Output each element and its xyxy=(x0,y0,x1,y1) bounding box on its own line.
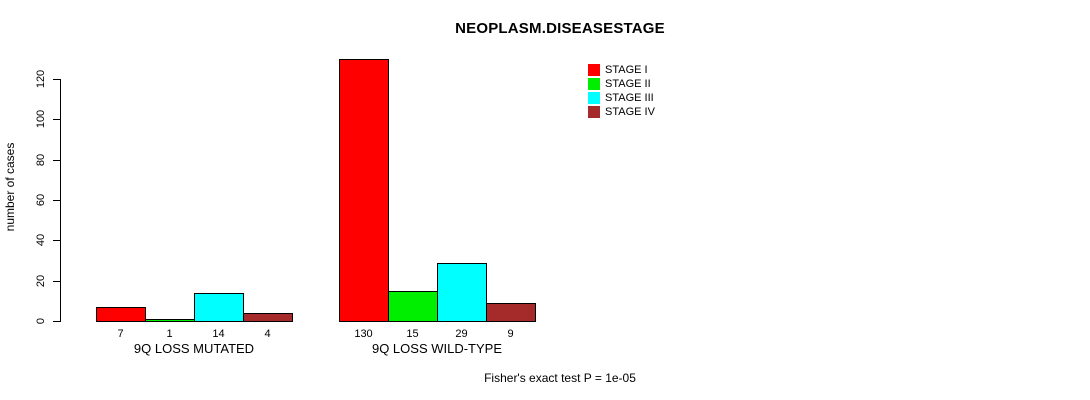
legend-label: STAGE I xyxy=(605,63,648,76)
legend-item-stage-iii: STAGE III xyxy=(588,91,655,104)
legend-swatch-stage-iv xyxy=(588,105,600,118)
y-tick-mark xyxy=(53,200,60,201)
bar-stage-i-9q-loss-wild-type xyxy=(339,59,389,322)
legend-swatch-stage-iii xyxy=(588,91,600,104)
legend-label: STAGE III xyxy=(605,91,654,104)
chart-title: NEOPLASM.DISEASESTAGE xyxy=(455,20,665,37)
y-tick-label: 20 xyxy=(35,274,47,288)
bar-value-label: 7 xyxy=(117,328,124,340)
legend-item-stage-iv: STAGE IV xyxy=(588,105,655,118)
legend-label: STAGE IV xyxy=(605,105,655,118)
bar-value-label: 1 xyxy=(166,328,173,340)
bar-stage-i-9q-loss-mutated xyxy=(96,307,146,322)
bar-stage-ii-9q-loss-mutated xyxy=(145,319,195,322)
x-category-label-9q-loss-wild-type: 9Q LOSS WILD-TYPE xyxy=(371,341,503,356)
legend-item-stage-i: STAGE I xyxy=(588,63,655,76)
y-tick-mark xyxy=(53,240,60,241)
bar-value-label: 4 xyxy=(264,328,271,340)
legend: STAGE I STAGE II STAGE III STAGE IV xyxy=(588,63,655,119)
bar-value-label: 29 xyxy=(455,328,468,340)
y-tick-mark xyxy=(53,79,60,80)
legend-item-stage-ii: STAGE II xyxy=(588,77,655,90)
bar-stage-iv-9q-loss-mutated xyxy=(243,313,293,322)
bar-stage-iv-9q-loss-wild-type xyxy=(486,303,536,322)
bar-stage-ii-9q-loss-wild-type xyxy=(388,291,438,322)
y-tick-mark xyxy=(53,160,60,161)
y-axis-line xyxy=(60,79,61,322)
y-tick-label: 0 xyxy=(35,317,47,325)
y-tick-label: 100 xyxy=(35,109,47,129)
bar-value-label: 130 xyxy=(354,328,373,340)
y-tick-mark xyxy=(53,119,60,120)
legend-swatch-stage-i xyxy=(588,63,600,76)
y-tick-label: 40 xyxy=(35,233,47,247)
bar-value-label: 14 xyxy=(212,328,225,340)
y-tick-mark xyxy=(53,281,60,282)
legend-swatch-stage-ii xyxy=(588,77,600,90)
legend-label: STAGE II xyxy=(605,77,651,90)
bar-stage-iii-9q-loss-mutated xyxy=(194,293,244,322)
bar-value-label: 15 xyxy=(406,328,419,340)
fisher-test-annotation: Fisher's exact test P = 1e-05 xyxy=(484,371,636,385)
y-tick-label: 80 xyxy=(35,153,47,167)
bar-value-label: 9 xyxy=(507,328,514,340)
x-category-label-9q-loss-mutated: 9Q LOSS MUTATED xyxy=(133,341,255,356)
y-tick-mark xyxy=(53,321,60,322)
bar-stage-iii-9q-loss-wild-type xyxy=(437,263,487,322)
y-tick-label: 120 xyxy=(35,69,47,89)
y-tick-label: 60 xyxy=(35,193,47,207)
